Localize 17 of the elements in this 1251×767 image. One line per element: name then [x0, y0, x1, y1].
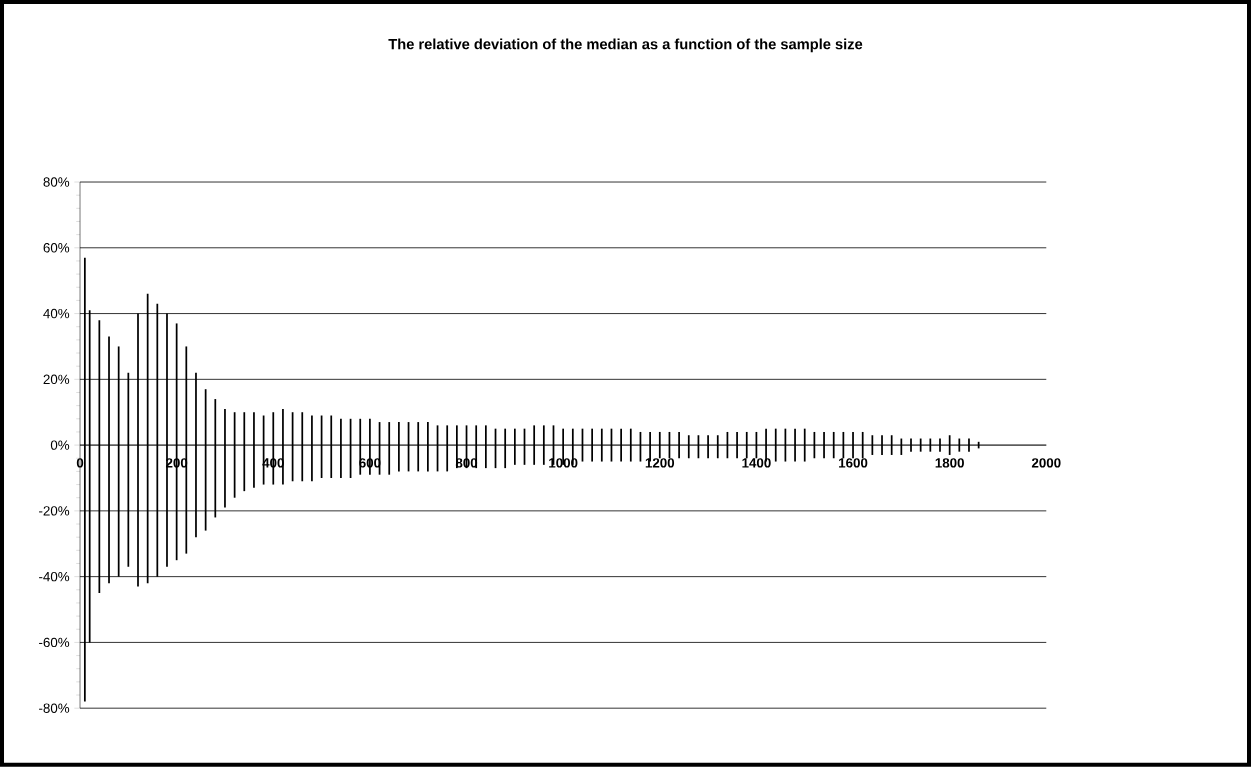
- y-tick-label: -60%: [39, 637, 70, 648]
- x-tick-label: 1800: [935, 458, 964, 468]
- x-tick-label: 1000: [549, 458, 578, 468]
- x-tick-label: 0: [76, 458, 84, 468]
- x-tick-label: 1200: [645, 458, 675, 468]
- chart-title: The relative deviation of the median as a function of the sample size: [388, 38, 863, 53]
- y-tick-label: 0%: [50, 440, 70, 450]
- y-tick-label: 40%: [43, 308, 70, 319]
- x-tick-label: 1400: [742, 458, 771, 468]
- y-tick-label: 60%: [43, 243, 70, 253]
- y-tick-label: -20%: [39, 506, 70, 516]
- x-tick-label: 1600: [839, 458, 868, 468]
- y-tick-label: 20%: [43, 374, 70, 385]
- y-tick-label: 80%: [43, 177, 70, 187]
- y-tick-label: -80%: [39, 703, 70, 713]
- x-tick-label: 2000: [1031, 458, 1061, 468]
- y-tick-label: -40%: [39, 571, 70, 582]
